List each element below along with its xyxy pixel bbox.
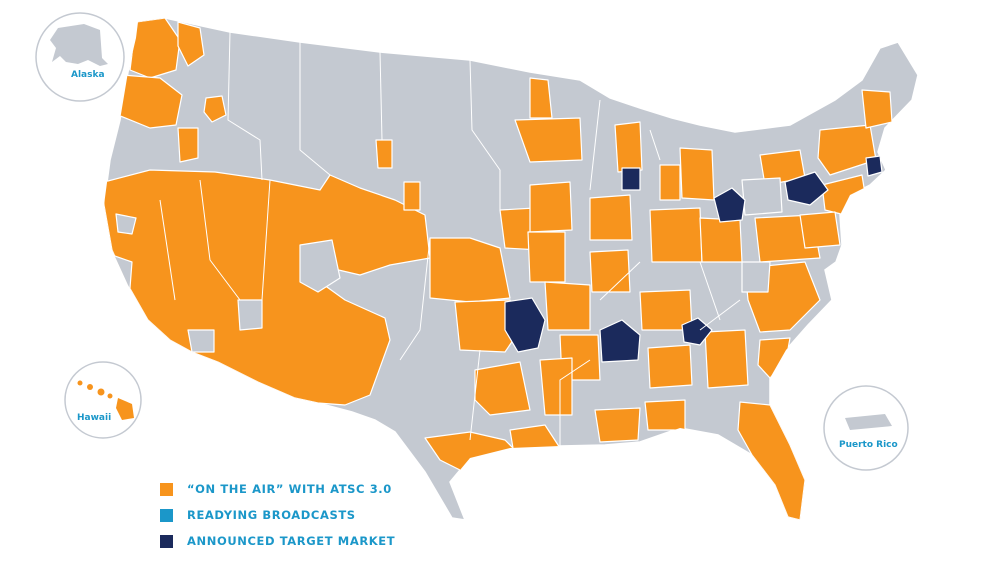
market-florida bbox=[737, 401, 806, 520]
market-kc bbox=[527, 231, 566, 283]
gray-ohio-north bbox=[741, 177, 783, 216]
market-spokane bbox=[177, 21, 205, 67]
target-market-nashville bbox=[599, 319, 641, 363]
map-legend: “ON THE AIR” WITH ATSC 3.0 READYING BROA… bbox=[160, 476, 395, 554]
legend-item-target: ANNOUNCED TARGET MARKET bbox=[160, 528, 395, 554]
market-west-block bbox=[104, 169, 431, 406]
market-dc bbox=[799, 211, 841, 249]
legend-swatch-on-air bbox=[160, 482, 173, 496]
market-indiana bbox=[649, 207, 703, 263]
market-neworleans bbox=[594, 407, 641, 443]
market-michigan bbox=[679, 147, 715, 201]
market-iowa bbox=[529, 181, 573, 233]
puerto-rico-label: Puerto Rico bbox=[839, 440, 898, 450]
legend-item-on-air: “ON THE AIR” WITH ATSC 3.0 bbox=[160, 476, 395, 502]
gray-utah-north bbox=[299, 239, 341, 293]
market-minneapolis bbox=[514, 117, 583, 163]
alaska-shape bbox=[50, 24, 108, 66]
legend-swatch-target bbox=[160, 534, 173, 548]
market-seattle bbox=[129, 18, 181, 79]
puerto-rico-shape bbox=[845, 414, 892, 430]
alaska-label: Alaska bbox=[71, 70, 105, 80]
market-springfield bbox=[589, 249, 631, 293]
target-market-chicago bbox=[621, 167, 641, 191]
market-denver bbox=[429, 237, 511, 303]
market-stlouis bbox=[589, 194, 633, 241]
market-lansing bbox=[659, 164, 681, 201]
target-market-boston bbox=[865, 155, 883, 177]
target-market-tulsa bbox=[504, 297, 546, 353]
gray-palm bbox=[187, 329, 215, 353]
puerto-rico-inset: Puerto Rico bbox=[823, 385, 909, 471]
target-market-pittsburgh bbox=[784, 171, 829, 206]
market-atlanta bbox=[704, 329, 749, 389]
market-birmingham bbox=[647, 344, 693, 389]
market-ozarks bbox=[544, 281, 591, 331]
alaska-inset: Alaska bbox=[35, 12, 125, 102]
market-yakima bbox=[177, 127, 199, 163]
market-greenbay bbox=[614, 121, 643, 173]
legend-item-readying: READYING BROADCASTS bbox=[160, 502, 395, 528]
legend-label-target: ANNOUNCED TARGET MARKET bbox=[187, 534, 396, 548]
market-boise-small bbox=[203, 95, 227, 123]
gray-eureka bbox=[115, 213, 137, 235]
market-ny-east bbox=[817, 124, 877, 176]
target-market-knoxville bbox=[681, 317, 713, 346]
hawaii-big-island bbox=[116, 398, 134, 420]
gray-vegas-area bbox=[237, 299, 263, 331]
market-duluth bbox=[529, 77, 553, 119]
market-jackson bbox=[539, 357, 573, 416]
market-bismarck bbox=[403, 181, 421, 211]
gray-wv bbox=[741, 261, 771, 293]
legend-label-on-air: “ON THE AIR” WITH ATSC 3.0 bbox=[187, 482, 392, 496]
market-ohio-south bbox=[699, 217, 743, 263]
legend-swatch-readying bbox=[160, 508, 173, 522]
market-texas-west bbox=[474, 361, 531, 416]
market-maine bbox=[861, 89, 893, 129]
hawaii-inset: Hawaii bbox=[64, 361, 142, 439]
legend-label-readying: READYING BROADCASTS bbox=[187, 508, 356, 522]
hawaii-label: Hawaii bbox=[77, 413, 111, 423]
market-mobile bbox=[644, 399, 686, 431]
target-market-cleveland bbox=[713, 187, 746, 223]
market-sf-dakota bbox=[375, 139, 393, 169]
market-boundaries bbox=[159, 31, 741, 446]
